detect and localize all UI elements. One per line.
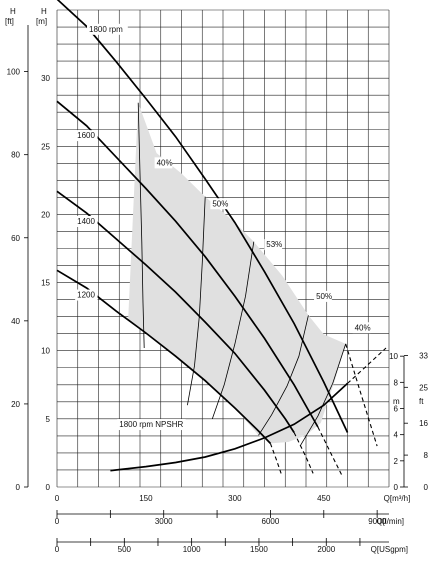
- npsh-axis-ft-title: ft: [419, 397, 424, 406]
- efficiency-label-background: [352, 322, 371, 334]
- efficiency-label-background: [154, 157, 173, 169]
- y-axis-m-unit: [m]: [36, 17, 47, 26]
- efficiency-label: 40%: [157, 158, 173, 167]
- y-tick-label-ft: 40: [11, 317, 20, 326]
- speed-label-background: [75, 215, 98, 227]
- y-tick-label-m: 15: [41, 279, 50, 288]
- npshr-curve-dashed: [347, 347, 387, 384]
- y-tick-label-ft: 100: [7, 68, 21, 77]
- curve-extension-dashed: [317, 426, 343, 475]
- x-tick-label-usgpm: 0: [55, 545, 60, 554]
- x-tick-label-lmin: 0: [55, 517, 60, 526]
- npsh-tick-label-ft: 8: [424, 451, 429, 460]
- speed-label-background: [75, 130, 98, 142]
- y-axis-ft-unit: [ft]: [5, 17, 14, 26]
- x-tick-label-m3h: 150: [139, 494, 153, 503]
- npsh-tick-label-m: 8: [394, 378, 399, 387]
- speed-label: 1600: [77, 131, 95, 140]
- y-axis-ft-title: H: [10, 7, 16, 16]
- npsh-tick-label-m: 10: [389, 352, 398, 361]
- curve-extension-dashed: [269, 443, 282, 474]
- efficiency-label-background: [314, 290, 332, 302]
- speed-label: 1400: [77, 217, 95, 226]
- y-tick-label-ft: 20: [11, 400, 20, 409]
- efficiency-label-background: [264, 239, 283, 251]
- efficiency-curve: [187, 196, 206, 406]
- y-tick-label-m: 30: [41, 74, 50, 83]
- npsh-tick-label-ft: 33: [419, 351, 428, 360]
- npsh-tick-label-ft: 16: [419, 419, 428, 428]
- npsh-tick-label-ft: 25: [419, 383, 428, 392]
- x-axis-lmin-title: Q[l/min]: [376, 517, 404, 526]
- x-axis-usgpm-title: Q[USgpm]: [371, 545, 408, 554]
- speed-label: 1200: [77, 291, 95, 300]
- npsh-axis-m-title: m: [393, 397, 400, 406]
- curve-labels: 1800 rpm 1600 1400 1200 40% 50% 53% 50% 40% 1800 …: [75, 23, 371, 431]
- efficiency-curve: [211, 241, 255, 420]
- npsh-tick-label-ft: 0: [424, 483, 429, 492]
- operating-region-fill: [128, 102, 346, 444]
- npsh-tick-label-m: 2: [394, 457, 399, 466]
- npshr-label-background: [117, 419, 186, 431]
- x-tick-label-m3h: 450: [317, 494, 331, 503]
- x-tick-label-lmin: 6000: [262, 517, 280, 526]
- x-tick-label-lmin: 9000: [368, 517, 386, 526]
- npsh-tick-label-m: 0: [394, 483, 399, 492]
- efficiency-label: 50%: [212, 199, 228, 208]
- efficiency-curve: [258, 315, 309, 436]
- x-tick-label-usgpm: 1000: [183, 545, 201, 554]
- x-tick-label-lmin: 3000: [155, 517, 173, 526]
- x-tick-label-usgpm: 2000: [317, 545, 335, 554]
- y-axis-m-title: H: [41, 7, 47, 16]
- operating-region: [128, 102, 346, 444]
- curve-extension-dashed: [293, 432, 314, 474]
- x-tick-label-m3h: 300: [228, 494, 242, 503]
- y-tick-label-m: 0: [46, 483, 51, 492]
- y-tick-label-m: 5: [46, 415, 51, 424]
- y-tick-label-ft: 60: [11, 234, 20, 243]
- speed-curve: [56, 100, 319, 428]
- npsh-tick-label-m: 6: [394, 404, 399, 413]
- efficiency-label: 53%: [266, 240, 282, 249]
- efficiency-label-background: [210, 198, 229, 210]
- x-tick-label-usgpm: 1500: [250, 545, 268, 554]
- x-axis-m3h-title: Q[m³/h]: [384, 494, 411, 503]
- x-tick-label-m3h: 0: [55, 494, 60, 503]
- npshr-curve: [110, 382, 349, 472]
- y-tick-label-m: 10: [41, 347, 50, 356]
- y-tick-label-ft: 80: [11, 151, 20, 160]
- npshr-label: 1800 rpm NPSHR: [119, 420, 183, 429]
- curve-extension-dashed: [345, 343, 378, 447]
- speed-curve: [56, 0, 349, 433]
- speed-label-background: [87, 23, 128, 35]
- speed-label-background: [75, 289, 98, 301]
- efficiency-curve: [137, 102, 145, 349]
- efficiency-curve: [299, 343, 347, 447]
- x-tick-label-usgpm: 500: [118, 545, 132, 554]
- speed-label: 1800 rpm: [89, 25, 123, 34]
- y-tick-label-ft: 0: [16, 483, 21, 492]
- y-tick-label-m: 25: [41, 142, 50, 151]
- y-tick-label-m: 20: [41, 210, 50, 219]
- efficiency-label: 50%: [316, 292, 332, 301]
- efficiency-label: 40%: [355, 323, 371, 332]
- speed-curve: [56, 190, 295, 433]
- npsh-tick-label-m: 4: [394, 431, 399, 440]
